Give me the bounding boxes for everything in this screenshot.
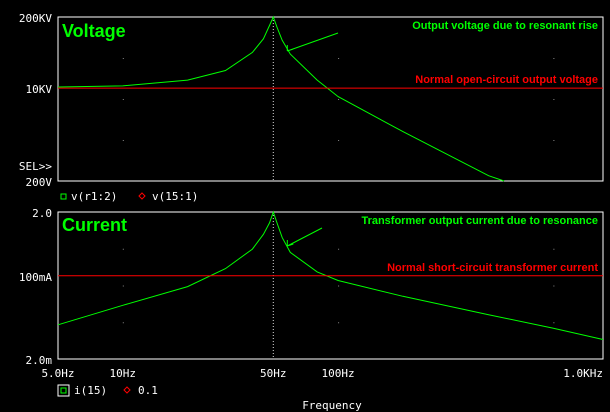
current-grid-dot — [553, 322, 555, 324]
current-plot-frame — [57, 211, 604, 360]
current-y-tick-mid: 100mA — [19, 271, 52, 284]
voltage-series — [57, 15, 603, 182]
voltage-annotations: Output voltage due to resonant rise Norma… — [286, 20, 598, 86]
legend-square-marker-current — [60, 387, 67, 394]
voltage-grid-dot — [553, 99, 555, 100]
current-annotation-resonance: Transformer output current due to resona… — [361, 215, 598, 227]
voltage-annotation-arrow — [286, 32, 339, 52]
current-grid — [122, 212, 555, 359]
voltage-legend: v(r1:2) v(15:1) — [60, 190, 198, 203]
current-grid-dot — [338, 285, 340, 287]
current-series-trace — [57, 210, 604, 340]
current-y-tick-top: 2.0 — [32, 207, 52, 220]
legend-entry-i15[interactable]: i(15) — [74, 384, 107, 397]
legend-diamond-marker-current — [123, 386, 131, 394]
x-tick-label: 50Hz — [260, 367, 287, 380]
voltage-series-trace — [57, 15, 505, 182]
voltage-plot-frame — [57, 16, 604, 182]
legend-selected-box[interactable] — [57, 384, 70, 397]
x-axis-label: Frequency — [302, 399, 362, 412]
legend-entry-v15[interactable]: v(15:1) — [152, 190, 198, 203]
selection-marker: SEL>> — [19, 160, 52, 173]
voltage-panel: Voltage 200KV 10KV 200V SEL>> Output vol… — [19, 12, 604, 189]
current-series — [57, 210, 604, 340]
current-annotations: Transformer output current due to resona… — [286, 215, 598, 274]
x-tick-label: 5.0Hz — [41, 367, 74, 380]
current-grid-dot — [338, 248, 340, 250]
voltage-grid-dot — [338, 99, 340, 100]
voltage-y-tick-mid: 10KV — [26, 83, 53, 96]
current-grid-dot — [122, 248, 124, 250]
current-panel-title: Current — [62, 215, 127, 235]
voltage-grid-dot — [553, 140, 555, 141]
current-annotation-reference: Normal short-circuit transformer current — [387, 262, 598, 274]
current-grid-dot — [553, 285, 555, 287]
legend-diamond-marker — [138, 192, 146, 200]
voltage-y-tick-top: 200KV — [19, 12, 52, 25]
voltage-grid-dot — [338, 58, 340, 59]
voltage-grid-dot — [338, 140, 340, 141]
current-grid-dot — [122, 285, 124, 287]
voltage-grid-dot — [553, 58, 555, 59]
voltage-grid-dot — [122, 99, 124, 100]
voltage-panel-title: Voltage — [62, 21, 126, 41]
voltage-grid-dot — [122, 140, 124, 141]
current-annotation-arrow — [286, 227, 323, 247]
voltage-grid-dot — [122, 58, 124, 59]
voltage-annotation-reference: Normal open-circuit output voltage — [415, 74, 598, 86]
x-tick-label: 100Hz — [322, 367, 355, 380]
legend-entry-vr1[interactable]: v(r1:2) — [71, 190, 117, 203]
voltage-grid — [122, 17, 555, 181]
current-legend: i(15) 0.1 — [57, 384, 158, 397]
current-y-tick-bottom: 2.0m — [26, 354, 53, 367]
current-panel: Current 2.0 100mA 2.0m Transformer outpu… — [19, 207, 604, 367]
legend-square-marker — [60, 193, 67, 200]
current-grid-dot — [553, 248, 555, 250]
legend-entry-0-1[interactable]: 0.1 — [138, 384, 158, 397]
voltage-y-tick-bottom: 200V — [26, 176, 53, 189]
current-grid-dot — [338, 322, 340, 324]
x-tick-label: 1.0KHz — [563, 367, 603, 380]
voltage-annotation-resonance: Output voltage due to resonant rise — [412, 20, 598, 32]
x-tick-label: 10Hz — [110, 367, 137, 380]
current-grid-dot — [122, 322, 124, 324]
x-axis-ticks: 5.0Hz 10Hz 50Hz 100Hz 1.0KHz — [41, 367, 603, 380]
